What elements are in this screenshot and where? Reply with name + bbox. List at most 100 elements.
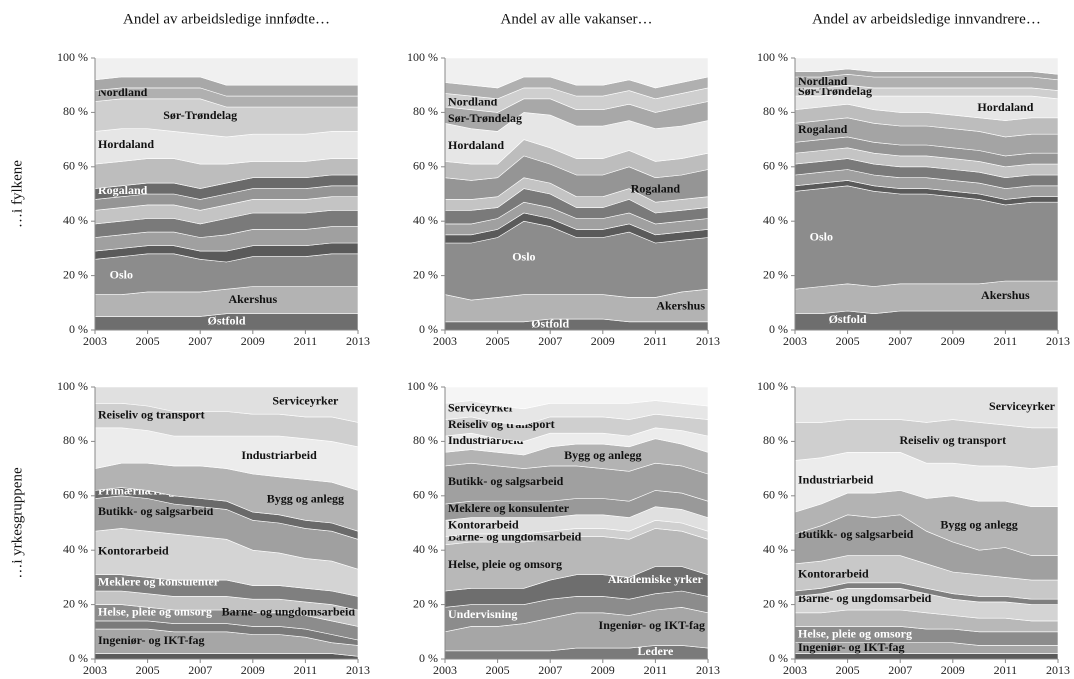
x-tick-label: 2011 (994, 663, 1018, 677)
x-tick-label: 2003 (83, 663, 107, 677)
x-tick-label: 2011 (294, 334, 318, 348)
y-tick-label: 0 % (69, 322, 88, 336)
band-label: Helse, pleie og omsorg (448, 557, 562, 571)
band-label: Kontorarbeid (448, 517, 519, 531)
x-tick-label: 2005 (836, 334, 860, 348)
y-axis-label: …i fylkene (9, 160, 25, 228)
band-label: Kontorarbeid (798, 566, 869, 580)
band-label: Butikk- og salgsarbeid (98, 504, 214, 518)
x-tick-label: 2013 (346, 663, 370, 677)
band-label: Industriarbeid (241, 448, 317, 462)
y-tick-label: 100 % (407, 50, 438, 64)
area-band (794, 386, 1059, 429)
x-tick-label: 2013 (346, 334, 370, 348)
band-label: Undervisning (448, 607, 517, 621)
y-tick-label: 40 % (763, 542, 788, 556)
x-tick-label: 2013 (696, 334, 720, 348)
y-tick-label: 80 % (763, 104, 788, 118)
area-band (94, 57, 359, 86)
y-tick-label: 20 % (63, 596, 88, 610)
band-label: Ledere (638, 644, 674, 658)
y-tick-label: 0 % (419, 651, 438, 665)
band-label: Oslo (810, 229, 833, 243)
y-tick-label: 100 % (757, 379, 788, 393)
band-label: Helse, pleie og omsorg (798, 626, 912, 640)
x-tick-label: 2007 (188, 663, 212, 677)
band-label: Akershus (981, 288, 1030, 302)
y-tick-label: 60 % (63, 488, 88, 502)
y-axis-label: …i yrkesgruppene (9, 467, 25, 579)
x-tick-label: 2003 (783, 334, 807, 348)
x-tick-label: 2007 (538, 663, 562, 677)
x-tick-label: 2009 (941, 663, 965, 677)
x-tick-label: 2011 (644, 663, 668, 677)
band-label: Serviceyrker (989, 399, 1056, 413)
band-label: Sør-Trøndelag (163, 108, 237, 122)
x-tick-label: 2013 (696, 663, 720, 677)
band-label: Butikk- og salgsarbeid (448, 474, 564, 488)
band-label: Østfold (829, 312, 867, 326)
band-label: Rogaland (798, 122, 848, 136)
band-label: Akershus (228, 292, 277, 306)
band-label: Ingeniør- og IKT-fag (798, 640, 904, 654)
band-label: Sør-Trøndelag (448, 111, 522, 125)
y-tick-label: 100 % (57, 379, 88, 393)
x-tick-label: 2009 (241, 334, 265, 348)
y-tick-label: 40 % (413, 542, 438, 556)
area-band (444, 57, 709, 89)
band-label: Nordland (798, 74, 848, 88)
y-tick-label: 80 % (413, 104, 438, 118)
y-tick-label: 20 % (763, 267, 788, 281)
x-tick-label: 2005 (486, 334, 510, 348)
band-label: Hordaland (98, 137, 154, 151)
x-tick-label: 2009 (241, 663, 265, 677)
y-tick-label: 20 % (763, 596, 788, 610)
panel: ØstfoldAkershusOsloRogalandHordalandSør-… (757, 11, 1070, 347)
x-tick-label: 2005 (136, 663, 160, 677)
x-tick-label: 2007 (888, 334, 912, 348)
y-tick-label: 60 % (63, 159, 88, 173)
y-tick-label: 40 % (63, 213, 88, 227)
band-label: Bygg og anlegg (940, 517, 1017, 531)
y-tick-label: 0 % (769, 322, 788, 336)
band-label: Ingeniør- og IKT-fag (98, 633, 204, 647)
x-tick-label: 2005 (836, 663, 860, 677)
band-label: Kontorarbeid (98, 543, 169, 557)
x-tick-label: 2011 (644, 334, 668, 348)
x-tick-label: 2005 (486, 663, 510, 677)
y-tick-label: 80 % (63, 433, 88, 447)
y-tick-label: 0 % (419, 322, 438, 336)
y-tick-label: 100 % (757, 50, 788, 64)
panel: ØstfoldAkershusOsloRogalandHordalandSør-… (407, 11, 720, 347)
area-band (94, 386, 359, 423)
band-label: Ingeniør- og IKT-fag (599, 618, 705, 632)
y-tick-label: 20 % (413, 596, 438, 610)
band-label: Serviceyrker (272, 394, 339, 408)
y-tick-label: 60 % (763, 159, 788, 173)
band-label: Butikk- og salgsarbeid (798, 527, 914, 541)
y-tick-label: 80 % (763, 433, 788, 447)
band-label: Østfold (207, 314, 245, 328)
area-band (444, 386, 709, 410)
y-tick-label: 20 % (413, 267, 438, 281)
x-tick-label: 2009 (941, 334, 965, 348)
y-tick-label: 60 % (413, 488, 438, 502)
chart-title: Andel av alle vakanser… (500, 11, 652, 27)
y-tick-label: 80 % (63, 104, 88, 118)
x-tick-label: 2011 (994, 334, 1018, 348)
y-tick-label: 40 % (63, 542, 88, 556)
x-tick-label: 2013 (1046, 334, 1070, 348)
band-label: Bygg og anlegg (267, 492, 344, 506)
chart-title: Andel av arbeidsledige innvandrere… (812, 11, 1041, 27)
y-tick-label: 40 % (413, 213, 438, 227)
x-tick-label: 2003 (433, 334, 457, 348)
band-label: Oslo (110, 267, 133, 281)
x-tick-label: 2003 (783, 663, 807, 677)
band-label: Barne- og ungdomsarbeid (222, 605, 356, 619)
y-tick-label: 60 % (413, 159, 438, 173)
band-label: Akershus (656, 299, 705, 313)
area-band (794, 653, 1059, 660)
band-label: Industriarbeid (798, 473, 874, 487)
